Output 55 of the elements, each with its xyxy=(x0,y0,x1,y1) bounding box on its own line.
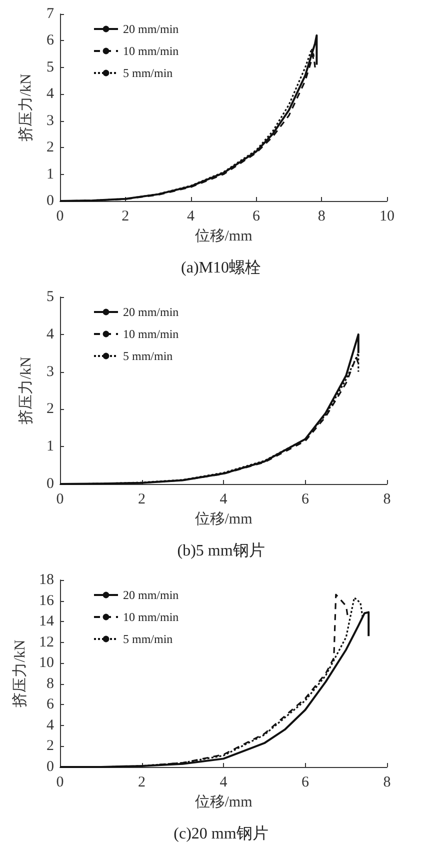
y-tick-label: 6 xyxy=(46,32,54,49)
x-tick-label: 2 xyxy=(138,774,146,790)
x-tick-label: 10 xyxy=(380,208,394,224)
y-tick-label: 2 xyxy=(46,140,54,156)
legend-label: 20 mm/min xyxy=(123,305,179,319)
y-tick-label: 5 xyxy=(46,289,54,305)
y-tick-label: 7 xyxy=(46,6,54,22)
x-tick-label: 4 xyxy=(220,774,228,790)
y-tick-label: 8 xyxy=(46,676,54,692)
x-tick-label: 6 xyxy=(302,774,310,790)
y-tick-label: 1 xyxy=(46,166,54,182)
y-tick-label: 6 xyxy=(46,696,54,713)
y-tick-label: 16 xyxy=(39,592,54,609)
text: (c)20 mm钢片 xyxy=(174,824,268,842)
x-tick-label: 2 xyxy=(122,208,130,224)
x-axis-title: 位移/mm xyxy=(194,227,253,244)
x-tick-label: 6 xyxy=(252,208,260,224)
y-axis-title: 挤压力/kN xyxy=(18,74,34,142)
y-tick-label: 0 xyxy=(46,193,54,209)
y-tick-label: 1 xyxy=(46,438,54,455)
x-tick-label: 8 xyxy=(383,774,391,790)
y-tick-label: 5 xyxy=(46,59,54,76)
x-tick-label: 8 xyxy=(318,208,326,224)
y-tick-label: 12 xyxy=(39,634,54,650)
legend-label: 10 mm/min xyxy=(123,327,179,341)
x-tick-label: 4 xyxy=(187,208,196,224)
legend-label: 5 mm/min xyxy=(123,632,173,646)
y-axis-title: 挤压力/kN xyxy=(18,356,34,424)
y-tick-label: 4 xyxy=(46,86,54,102)
x-axis-title: 位移/mm xyxy=(194,793,253,810)
legend-label: 5 mm/min xyxy=(123,349,173,363)
y-axis-title: 挤压力/kN xyxy=(12,640,29,708)
y-tick-label: 14 xyxy=(39,614,54,630)
y-tick-label: 3 xyxy=(46,364,54,380)
y-tick-label: 18 xyxy=(39,572,54,588)
legend-label: 20 mm/min xyxy=(123,588,179,602)
y-tick-label: 2 xyxy=(46,401,54,418)
legend-label: 20 mm/min xyxy=(123,22,179,36)
legend-label: 10 mm/min xyxy=(123,44,179,58)
y-tick-label: 4 xyxy=(46,717,54,734)
y-tick-label: 4 xyxy=(46,326,54,342)
x-tick-label: 2 xyxy=(138,492,146,508)
legend-label: 10 mm/min xyxy=(123,610,179,624)
x-axis-title: 位移/mm xyxy=(194,510,253,528)
text: (b)5 mm钢片 xyxy=(177,542,265,560)
x-tick-label: 8 xyxy=(383,492,391,508)
legend-label: 5 mm/min xyxy=(123,66,173,80)
y-tick-label: 0 xyxy=(46,476,54,492)
text: (a)M10螺栓 xyxy=(181,258,261,276)
y-tick-label: 2 xyxy=(46,738,54,754)
x-tick-label: 4 xyxy=(220,492,228,508)
y-tick-label: 3 xyxy=(46,112,54,129)
y-tick-label: 10 xyxy=(39,655,54,672)
y-tick-label: 0 xyxy=(46,759,54,775)
x-tick-label: 6 xyxy=(302,492,310,508)
